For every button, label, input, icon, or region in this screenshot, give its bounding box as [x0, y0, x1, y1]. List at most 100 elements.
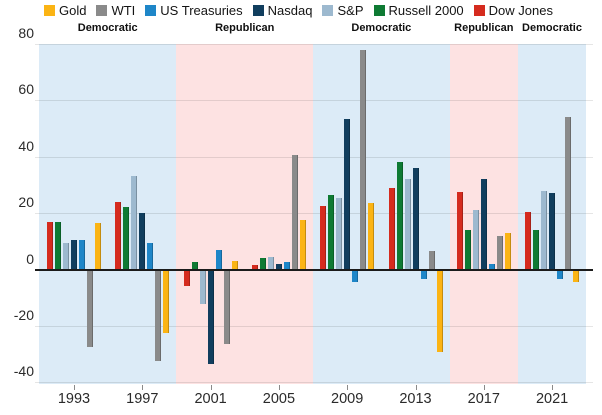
bar-russell-2000-2013 [396, 162, 403, 270]
bar-wti-2021 [565, 117, 572, 270]
bar-nasdaq-2021 [549, 193, 556, 270]
bar-s-p-1997 [131, 176, 138, 270]
bar-gold-2009 [368, 203, 375, 270]
bar-wti-2005 [291, 155, 298, 270]
bar-s-p-1993 [63, 242, 69, 270]
bar-wti-1993 [87, 270, 93, 347]
bar-gold-2017 [504, 232, 511, 270]
y-axis-tick-label: 0 [26, 250, 34, 267]
bar-nasdaq-2009 [344, 118, 351, 270]
bar-wti-2013 [428, 251, 435, 270]
legend-item-wti: WTI [96, 3, 135, 18]
party-band-label: Republican [215, 22, 275, 34]
x-axis-tick [74, 385, 75, 390]
x-axis-tick-label: 1993 [57, 391, 91, 407]
bar-wti-1997 [155, 270, 162, 361]
x-axis-tick [552, 385, 554, 390]
bar-dow-jones-2013 [388, 187, 395, 270]
bar-nasdaq-1997 [139, 213, 146, 270]
gridline-y80 [35, 43, 593, 45]
legend-item-s-p: S&P [322, 3, 364, 18]
bar-nasdaq-1993 [71, 239, 77, 270]
bar-wti-2001 [223, 270, 230, 344]
bar-gold-1993 [95, 222, 101, 270]
party-band-republican [176, 44, 314, 384]
gridline-y40 [35, 156, 593, 158]
bar-russell-2000-1997 [123, 207, 130, 270]
bar-russell-2000-2009 [328, 194, 335, 270]
y-axis-tick-label: 60 [18, 81, 34, 98]
legend: Gold WTI US Treasuries Nasdaq S&P Russell 200… [44, 3, 553, 18]
legend-swatch-icon [373, 5, 385, 16]
x-axis-tick [142, 385, 144, 390]
bar-dow-jones-1997 [115, 201, 122, 270]
x-axis-tick-label: 2005 [262, 391, 296, 407]
bar-us-treasuries-1993 [79, 239, 85, 270]
bar-nasdaq-2005 [275, 263, 282, 270]
bar-nasdaq-2017 [480, 179, 487, 270]
bar-us-treasuries-2005 [283, 262, 290, 270]
bar-russell-2000-1993 [55, 221, 61, 270]
bar-us-treasuries-2009 [352, 270, 359, 282]
legend-swatch-icon [145, 5, 157, 16]
y-axis-tick-label: 20 [18, 194, 34, 211]
bar-gold-2021 [573, 270, 580, 282]
legend-item-russell-2000: Russell 2000 [373, 3, 464, 18]
bar-gold-2013 [436, 270, 443, 353]
x-axis-tick-label: 2001 [194, 391, 227, 407]
bar-gold-2001 [231, 261, 238, 270]
x-axis-tick-label: 2013 [399, 391, 432, 407]
bar-wti-2009 [360, 49, 367, 270]
bar-us-treasuries-2021 [557, 270, 564, 279]
bar-dow-jones-2001 [183, 270, 190, 286]
bar-gold-1997 [163, 270, 170, 333]
legend-swatch-icon [44, 5, 55, 16]
legend-label: WTI [111, 3, 136, 18]
legend-swatch-icon [473, 5, 485, 16]
legend-item-gold: Gold [44, 3, 86, 18]
gridline-y20 [35, 213, 593, 215]
bar-us-treasuries-2017 [488, 263, 495, 270]
party-band-democratic [39, 44, 177, 384]
party-band-label: Republican [454, 22, 514, 34]
bar-us-treasuries-2001 [215, 249, 222, 270]
legend-swatch-icon [322, 5, 334, 16]
bar-s-p-2005 [267, 256, 274, 270]
bar-russell-2000-2017 [464, 230, 471, 270]
legend-label: Gold [59, 3, 87, 18]
bar-gold-2005 [299, 220, 306, 270]
x-axis-tick [415, 385, 417, 390]
y-axis-tick-label: 40 [18, 137, 34, 154]
bar-nasdaq-2013 [412, 167, 419, 270]
zero-baseline [35, 268, 593, 271]
bar-s-p-2017 [472, 210, 479, 270]
party-band-democratic [313, 44, 450, 384]
x-axis-tick [347, 385, 349, 390]
bar-wti-2017 [496, 235, 503, 270]
legend-item-nasdaq: Nasdaq [252, 3, 312, 18]
bar-us-treasuries-1997 [147, 242, 154, 270]
bar-dow-jones-1993 [47, 221, 53, 270]
legend-swatch-icon [96, 5, 108, 16]
x-axis-tick-label: 2009 [331, 391, 364, 407]
x-axis-tick-label: 2021 [535, 391, 569, 407]
x-axis-tick [210, 385, 212, 390]
bar-us-treasuries-2013 [420, 270, 427, 279]
bar-s-p-2009 [336, 197, 343, 270]
legend-label: Dow Jones [488, 3, 553, 18]
x-axis-tick-label: 1997 [126, 391, 159, 407]
y-axis-tick-label: 80 [18, 24, 34, 41]
legend-label: S&P [337, 3, 364, 18]
bar-dow-jones-2009 [320, 206, 327, 270]
y-axis-tick-label: -40 [13, 363, 34, 380]
x-axis-tick-label: 2017 [467, 391, 500, 407]
party-band-label: Democratic [522, 22, 582, 34]
legend-swatch-icon [252, 5, 264, 16]
bar-s-p-2013 [404, 179, 411, 270]
bar-russell-2000-2005 [259, 258, 266, 270]
legend-label: US Treasuries [160, 3, 243, 18]
legend-label: Russell 2000 [388, 3, 464, 18]
legend-item-us-treasuries: US Treasuries [145, 3, 243, 18]
legend-item-dow-jones: Dow Jones [473, 3, 553, 18]
